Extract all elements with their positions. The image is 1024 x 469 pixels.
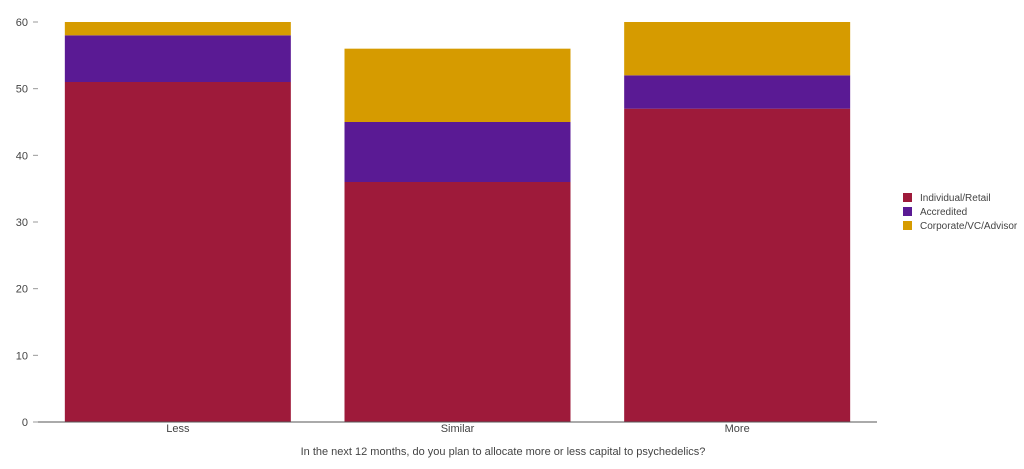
- x-axis: Less Similar More: [38, 421, 877, 435]
- y-tick-label: 0: [22, 417, 28, 429]
- bar-segment-more-3: [624, 22, 851, 76]
- y-tick-label: 20: [16, 284, 28, 296]
- y-tick-label: 30: [16, 217, 28, 229]
- y-tick-label: 10: [16, 350, 28, 362]
- y-tick-label: 60: [16, 17, 28, 29]
- bar-segment-less-3: [64, 22, 291, 36]
- bar-segment-less-2: [64, 35, 291, 82]
- bar-segment-less-1: [64, 82, 291, 422]
- x-tick-label: Less: [166, 423, 190, 435]
- bars: [64, 22, 851, 423]
- x-tick-label: Similar: [441, 423, 475, 435]
- legend-label: Individual/Retail: [920, 193, 991, 204]
- bar-segment-similar-2: [344, 122, 571, 182]
- x-tick-label: More: [725, 423, 750, 435]
- legend-swatch: [903, 193, 912, 202]
- legend-label: Accredited: [920, 207, 967, 218]
- bar-segment-more-1: [624, 108, 851, 423]
- legend-label: Corporate/VC/Advisor: [920, 221, 1018, 232]
- y-tick-label: 40: [16, 150, 28, 162]
- legend: Individual/Retail Accredited Corporate/VC/…: [903, 193, 1018, 232]
- x-axis-title: In the next 12 months, do you plan to al…: [301, 446, 706, 458]
- y-axis: 0 10 20 30 40 50 60: [16, 17, 38, 429]
- bar-segment-more-2: [624, 75, 851, 109]
- bar-segment-similar-3: [344, 48, 571, 122]
- y-tick-label: 50: [16, 84, 28, 96]
- legend-swatch: [903, 221, 912, 230]
- bar-segment-similar-1: [344, 182, 571, 422]
- legend-swatch: [903, 207, 912, 216]
